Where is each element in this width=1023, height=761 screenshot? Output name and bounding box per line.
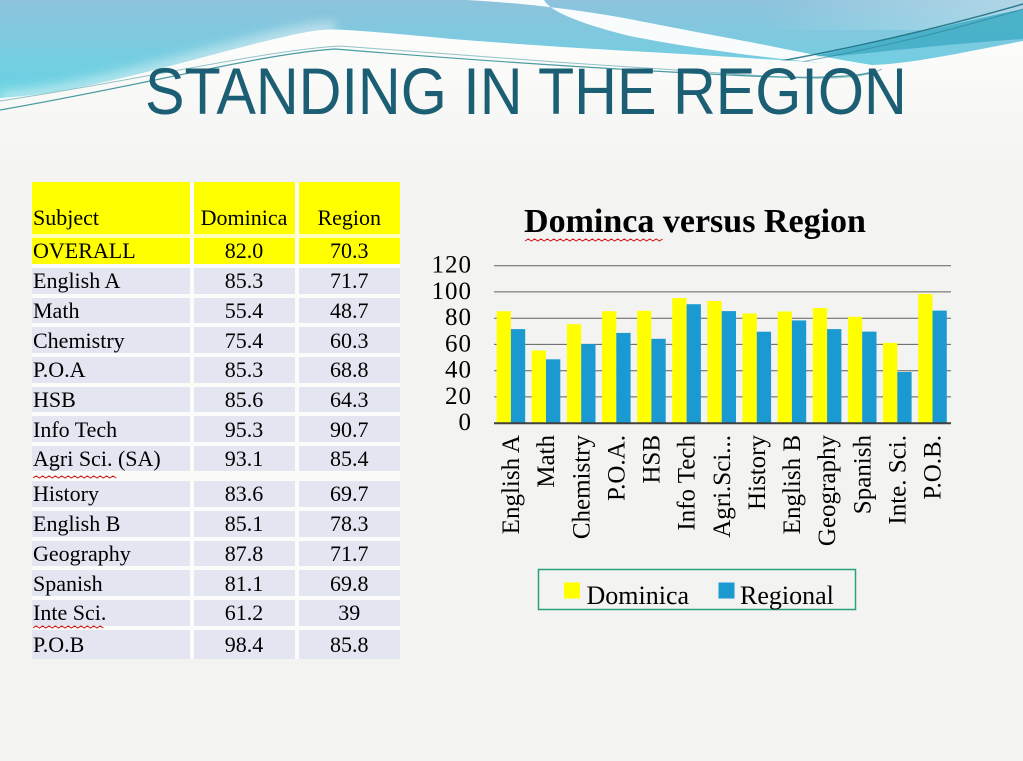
svg-text:80: 80 — [445, 304, 472, 331]
svg-text:Spanish: Spanish — [849, 435, 876, 515]
svg-text:Agri.Sci...: Agri.Sci... — [709, 435, 736, 538]
svg-text:Regional: Regional — [740, 581, 834, 610]
svg-text:English A: English A — [498, 435, 525, 534]
svg-text:Dominica: Dominica — [587, 581, 690, 610]
svg-text:0: 0 — [459, 409, 473, 436]
svg-text:P.O.A.: P.O.A. — [603, 435, 630, 501]
svg-text:60: 60 — [445, 330, 472, 357]
svg-text:20: 20 — [445, 383, 472, 410]
svg-text:HSB: HSB — [639, 435, 666, 484]
svg-text:P.O.B.: P.O.B. — [920, 435, 947, 500]
svg-text:English B: English B — [779, 435, 806, 534]
svg-text:120: 120 — [432, 252, 473, 279]
svg-text:100: 100 — [432, 278, 473, 305]
svg-text:Geography: Geography — [814, 435, 841, 547]
svg-text:Info Tech: Info Tech — [674, 435, 701, 531]
svg-text:Math: Math — [533, 435, 560, 488]
svg-text:Chemistry: Chemistry — [568, 435, 595, 540]
svg-text:Inte. Sci.: Inte. Sci. — [884, 435, 911, 525]
svg-text:40: 40 — [445, 357, 472, 384]
svg-text:History: History — [744, 435, 771, 511]
svg-text:Dominca versus Region: Dominca versus Region — [524, 203, 866, 240]
